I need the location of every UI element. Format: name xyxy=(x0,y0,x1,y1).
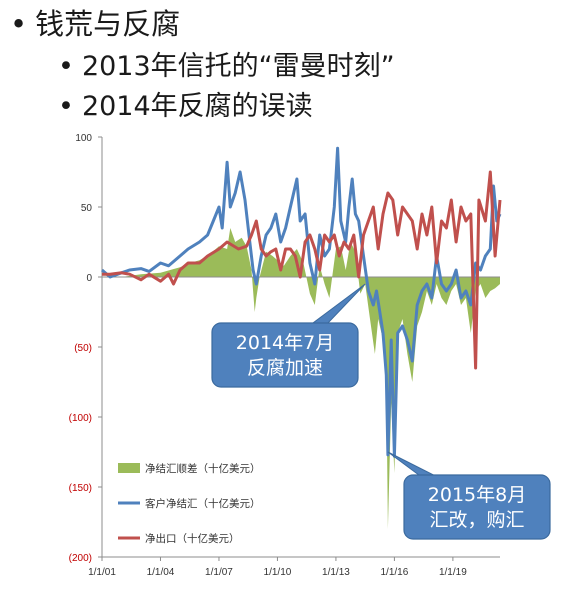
bullet-sub-2: • 2014年反腐的误读 xyxy=(58,90,313,124)
bullet-main: • 钱荒与反腐 xyxy=(10,6,180,42)
x-tick-label: 1/1/01 xyxy=(88,567,116,578)
callout-text: 2015年8月 xyxy=(428,484,526,506)
y-tick-label: (150) xyxy=(69,483,92,494)
x-tick-label: 1/1/16 xyxy=(381,567,409,578)
x-tick-label: 1/1/19 xyxy=(439,567,467,578)
y-tick-label: (50) xyxy=(74,343,92,354)
lines-layer xyxy=(101,146,502,458)
y-tick-label: 50 xyxy=(81,203,93,214)
y-tick-label: (200) xyxy=(69,553,92,564)
x-tick-label: 1/1/10 xyxy=(264,567,292,578)
bullet-dot: • xyxy=(58,91,74,122)
legend: 净结汇顺差（十亿美元） 客户净结汇（十亿美元） 净出口（十亿美元） xyxy=(118,462,261,545)
bullet-sub-1-text: 2013年信托的“雷曼时刻” xyxy=(81,51,395,82)
legend-label: 净结汇顺差（十亿美元） xyxy=(145,462,261,475)
callout-text: 2014年7月 xyxy=(236,332,334,354)
bullet-main-text: 钱荒与反腐 xyxy=(35,7,181,41)
y-tick-label: 0 xyxy=(86,273,92,284)
x-tick-label: 1/1/13 xyxy=(322,567,350,578)
series-line-net-exports xyxy=(102,170,502,370)
y-tick-label: (100) xyxy=(69,413,92,424)
area-layer xyxy=(102,228,500,529)
callout-box xyxy=(403,474,551,540)
bullet-sub-1: • 2013年信托的“雷曼时刻” xyxy=(58,50,395,84)
x-tick-label: 1/1/07 xyxy=(205,567,233,578)
callout-box xyxy=(211,322,359,388)
bullet-dot: • xyxy=(10,7,28,41)
callout-text: 反腐加速 xyxy=(247,357,323,379)
y-tick-label: 100 xyxy=(75,133,92,144)
legend-label: 净出口（十亿美元） xyxy=(145,532,240,545)
bullet-dot: • xyxy=(58,51,74,82)
series-area-net-settlement-surplus xyxy=(102,228,500,529)
legend-swatch-area xyxy=(118,463,140,473)
bullet-sub-2-text: 2014年反腐的误读 xyxy=(81,91,313,122)
series-line-client-net-settlement xyxy=(101,146,502,458)
axes-layer: 100 50 0 (50) (100) (150) (200) 1/1/01 1/1/04 1/1… xyxy=(69,133,500,578)
callout-text: 汇改，购汇 xyxy=(429,509,524,531)
fx-settlement-chart: 100 50 0 (50) (100) (150) (200) 1/1/01 1/1/04 1/1… xyxy=(69,133,551,578)
legend-label: 客户净结汇（十亿美元） xyxy=(145,497,261,510)
x-tick-label: 1/1/04 xyxy=(147,567,175,578)
